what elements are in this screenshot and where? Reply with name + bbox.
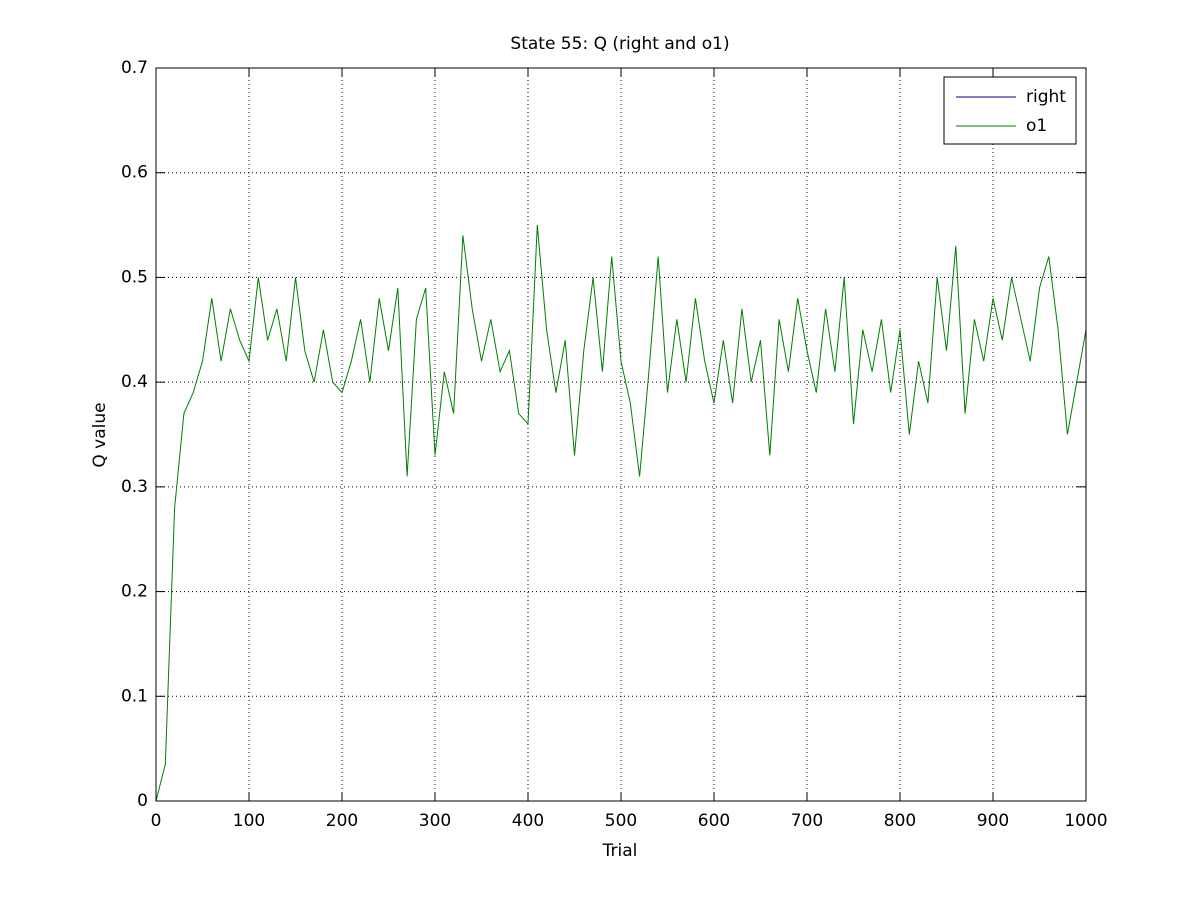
x-tick-label: 800 <box>884 811 916 831</box>
legend-label: right <box>1026 87 1066 107</box>
x-tick-label: 200 <box>326 811 358 831</box>
x-tick-label: 700 <box>791 811 823 831</box>
y-tick-label: 0.1 <box>121 686 148 706</box>
y-axis-label: Q value <box>90 402 110 467</box>
x-tick-label: 0 <box>151 811 162 831</box>
y-tick-label: 0.3 <box>121 477 148 497</box>
y-tick-label: 0.6 <box>121 163 148 183</box>
y-tick-label: 0.2 <box>121 582 148 602</box>
legend-box <box>943 76 1077 145</box>
chart-title: State 55: Q (right and o1) <box>510 34 729 54</box>
y-tick-label: 0.4 <box>121 372 148 392</box>
x-tick-label: 600 <box>698 811 730 831</box>
x-tick-label: 300 <box>419 811 451 831</box>
x-axis-label: Trial <box>602 841 638 861</box>
y-tick-label: 0.7 <box>121 58 148 78</box>
x-tick-label: 900 <box>977 811 1009 831</box>
y-tick-label: 0.5 <box>121 267 148 287</box>
series-line <box>155 225 1087 802</box>
x-tick-label: 100 <box>233 811 265 831</box>
plot-frame <box>155 67 1087 802</box>
x-tick-label: 400 <box>512 811 544 831</box>
x-tick-label: 500 <box>605 811 637 831</box>
legend-label: o1 <box>1026 116 1047 136</box>
y-tick-label: 0 <box>137 791 148 811</box>
x-tick-label: 1000 <box>1064 811 1107 831</box>
